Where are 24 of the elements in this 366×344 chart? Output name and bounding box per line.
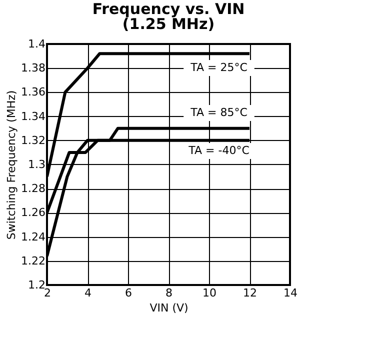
x-tick-label: 10 [202,286,216,300]
x-axis-title: VIN (V) [150,302,188,314]
x-tick-label: 6 [125,286,132,300]
y-tick-label: 1.26 [21,206,46,220]
x-tick-label: 14 [284,286,298,300]
y-tick-label: 1.22 [21,254,46,268]
y-tick-label: 1.34 [21,110,46,123]
x-tick-label: 12 [243,286,257,300]
y-axis-title: Switching Frequency (MHz) [5,90,18,240]
x-tick-label: 4 [84,286,92,300]
y-tick-label: 1.28 [21,182,46,196]
y-tick-label: 1.2 [28,278,46,292]
y-tick-label: 1.3 [28,158,46,171]
annotation: TA = 25°C [190,61,248,74]
y-tick-label: 1.4 [28,38,46,50]
y-tick-label: 1.32 [21,134,46,147]
y-tick-label: 1.38 [21,62,46,75]
y-tick-label: 1.24 [21,230,46,244]
annotation: TA = 85°C [190,106,248,119]
annotation: TA = -40°C [188,144,250,157]
y-tick-label: 1.36 [21,86,46,99]
chart-title: Frequency vs. VIN [92,0,245,18]
x-tick-label: 2 [44,286,51,300]
x-tick-label: 8 [166,286,172,300]
